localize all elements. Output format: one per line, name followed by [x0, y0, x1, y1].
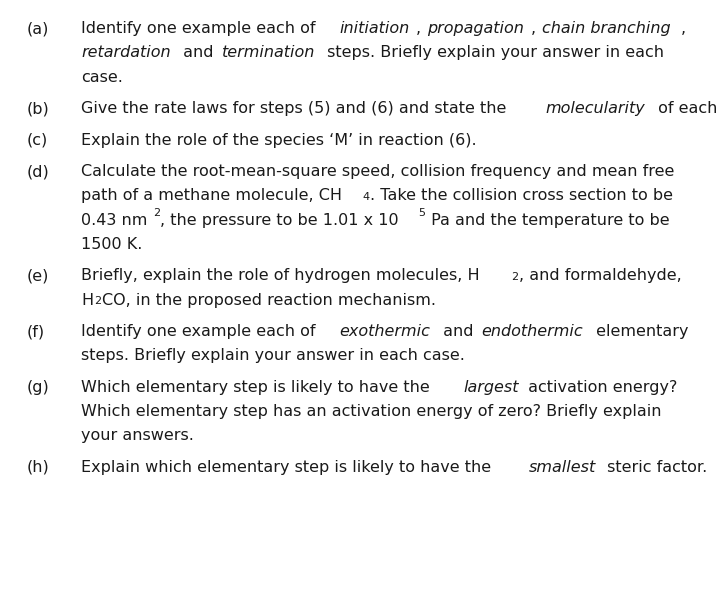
Text: ,: ,: [416, 21, 426, 36]
Text: molecularity: molecularity: [546, 101, 646, 116]
Text: Which elementary step has an activation energy of zero? Briefly explain: Which elementary step has an activation …: [81, 404, 661, 419]
Text: your answers.: your answers.: [81, 428, 194, 444]
Text: 5: 5: [418, 208, 425, 218]
Text: steps. Briefly explain your answer in each case.: steps. Briefly explain your answer in ea…: [81, 348, 465, 364]
Text: (a): (a): [27, 21, 50, 36]
Text: case.: case.: [81, 70, 123, 85]
Text: (g): (g): [27, 380, 50, 395]
Text: chain branching: chain branching: [542, 21, 671, 36]
Text: Identify one example each of: Identify one example each of: [81, 324, 321, 339]
Text: 4: 4: [363, 192, 370, 202]
Text: . Take the collision cross section to be: . Take the collision cross section to be: [370, 188, 674, 204]
Text: initiation: initiation: [339, 21, 410, 36]
Text: exothermic: exothermic: [339, 324, 431, 339]
Text: activation energy?: activation energy?: [523, 380, 677, 395]
Text: ,: ,: [531, 21, 541, 36]
Text: steric factor.: steric factor.: [602, 460, 707, 475]
Text: retardation: retardation: [81, 45, 171, 61]
Text: Briefly, explain the role of hydrogen molecules, H: Briefly, explain the role of hydrogen mo…: [81, 268, 480, 284]
Text: 2: 2: [94, 296, 101, 307]
Text: , the pressure to be 1.01 x 10: , the pressure to be 1.01 x 10: [160, 213, 399, 228]
Text: (f): (f): [27, 324, 45, 339]
Text: ,: ,: [681, 21, 686, 36]
Text: path of a methane molecule, CH: path of a methane molecule, CH: [81, 188, 342, 204]
Text: 2: 2: [153, 208, 160, 218]
Text: termination: termination: [221, 45, 315, 61]
Text: largest: largest: [463, 380, 518, 395]
Text: (e): (e): [27, 268, 50, 284]
Text: H: H: [81, 293, 93, 308]
Text: endothermic: endothermic: [482, 324, 583, 339]
Text: (h): (h): [27, 460, 50, 475]
Text: steps. Briefly explain your answer in each: steps. Briefly explain your answer in ea…: [322, 45, 664, 61]
Text: Explain which elementary step is likely to have the: Explain which elementary step is likely …: [81, 460, 496, 475]
Text: smallest: smallest: [529, 460, 597, 475]
Text: (d): (d): [27, 164, 50, 179]
Text: , and formaldehyde,: , and formaldehyde,: [519, 268, 682, 284]
Text: elementary: elementary: [591, 324, 689, 339]
Text: and: and: [178, 45, 219, 61]
Text: Explain the role of the species ‘M’ in reaction (6).: Explain the role of the species ‘M’ in r…: [81, 133, 477, 148]
Text: (c): (c): [27, 133, 48, 148]
Text: Give the rate laws for steps (5) and (6) and state the: Give the rate laws for steps (5) and (6)…: [81, 101, 512, 116]
Text: Pa and the temperature to be: Pa and the temperature to be: [426, 213, 669, 228]
Text: CO, in the proposed reaction mechanism.: CO, in the proposed reaction mechanism.: [102, 293, 436, 308]
Text: Which elementary step is likely to have the: Which elementary step is likely to have …: [81, 380, 435, 395]
Text: of each.: of each.: [654, 101, 719, 116]
Text: 0.43 nm: 0.43 nm: [81, 213, 147, 228]
Text: Calculate the root-mean-square speed, collision frequency and mean free: Calculate the root-mean-square speed, co…: [81, 164, 674, 179]
Text: and: and: [438, 324, 478, 339]
Text: 1500 K.: 1500 K.: [81, 237, 142, 252]
Text: propagation: propagation: [426, 21, 523, 36]
Text: Identify one example each of: Identify one example each of: [81, 21, 321, 36]
Text: (b): (b): [27, 101, 50, 116]
Text: 2: 2: [511, 272, 518, 282]
